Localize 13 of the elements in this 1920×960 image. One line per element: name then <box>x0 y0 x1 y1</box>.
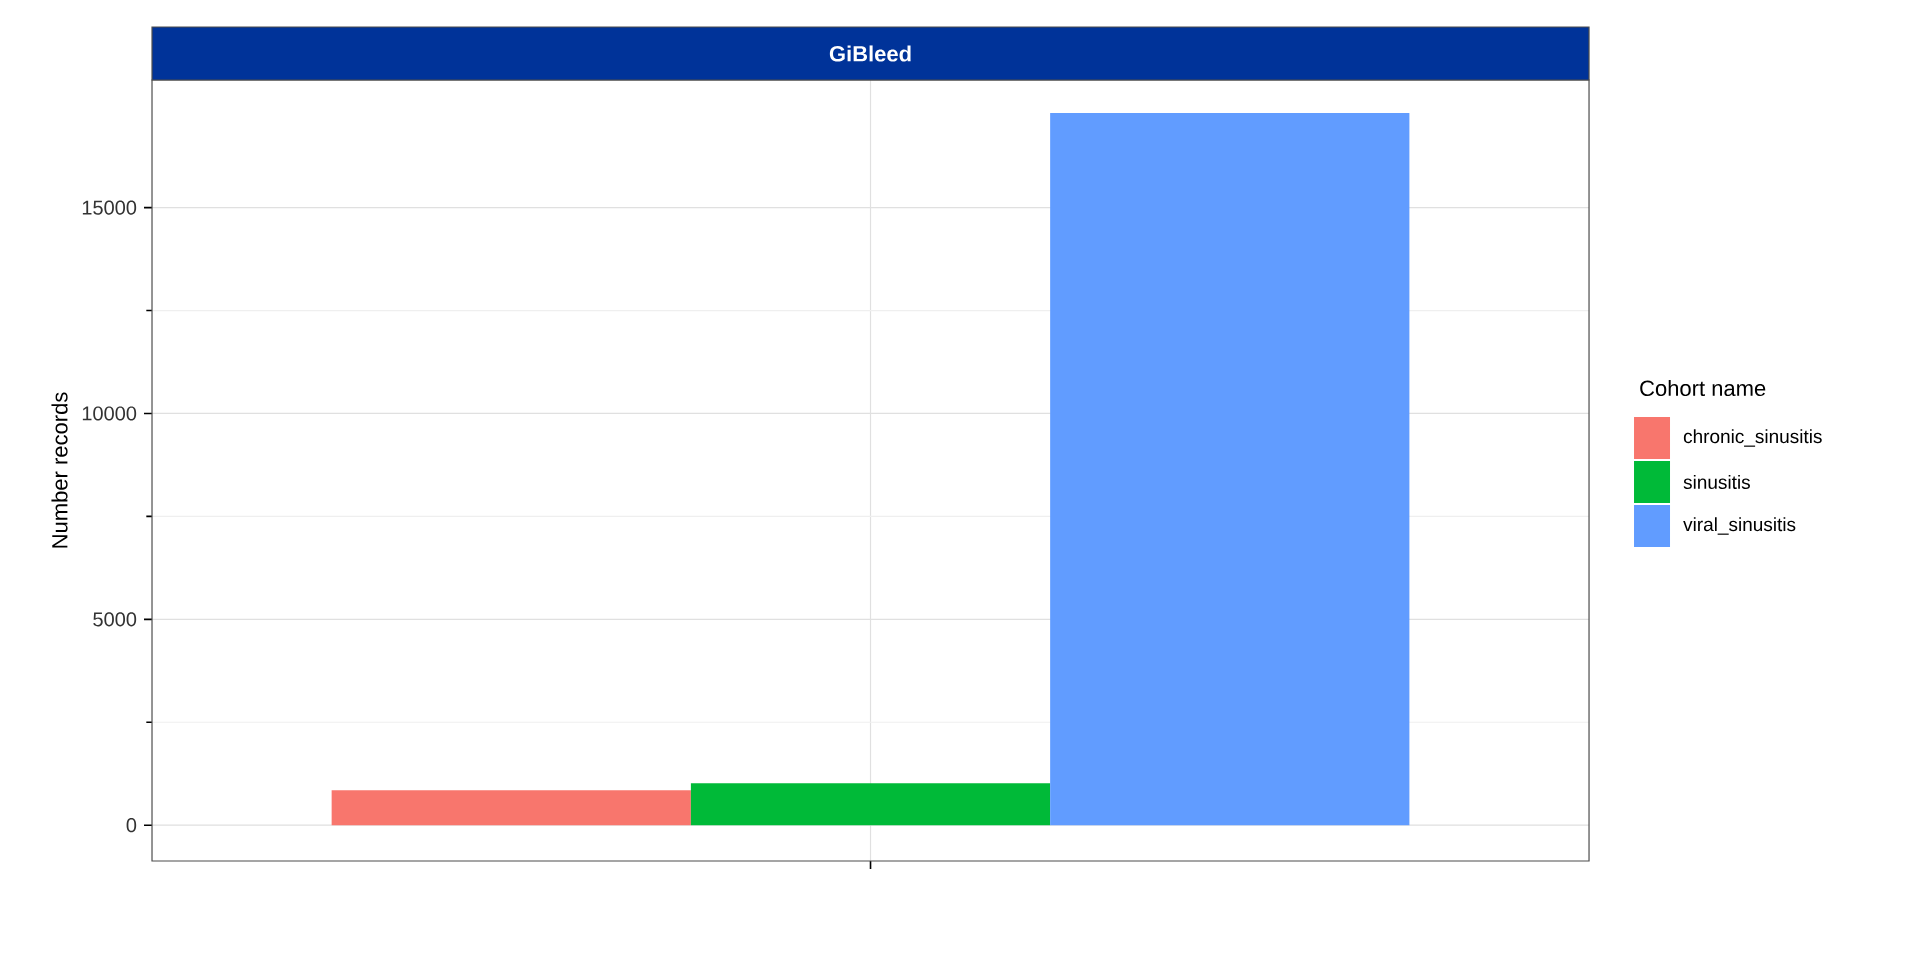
y-tick-label: 5000 <box>93 612 137 627</box>
bar <box>1050 112 1410 826</box>
y-tick-label: 10000 <box>82 406 137 421</box>
legend-label: sinusitis <box>1683 475 1750 489</box>
y-tick-label: 0 <box>126 818 137 833</box>
y-axis-title: Number records <box>51 392 68 548</box>
legend-label: viral_sinusitis <box>1683 517 1796 535</box>
bar <box>331 790 691 826</box>
y-tick-label: 15000 <box>82 200 137 215</box>
chart-title: GiBleed <box>829 45 911 62</box>
legend-title: Cohort name <box>1640 379 1766 397</box>
legend-label: chronic_sinusitis <box>1683 429 1822 447</box>
bar <box>690 783 1051 826</box>
